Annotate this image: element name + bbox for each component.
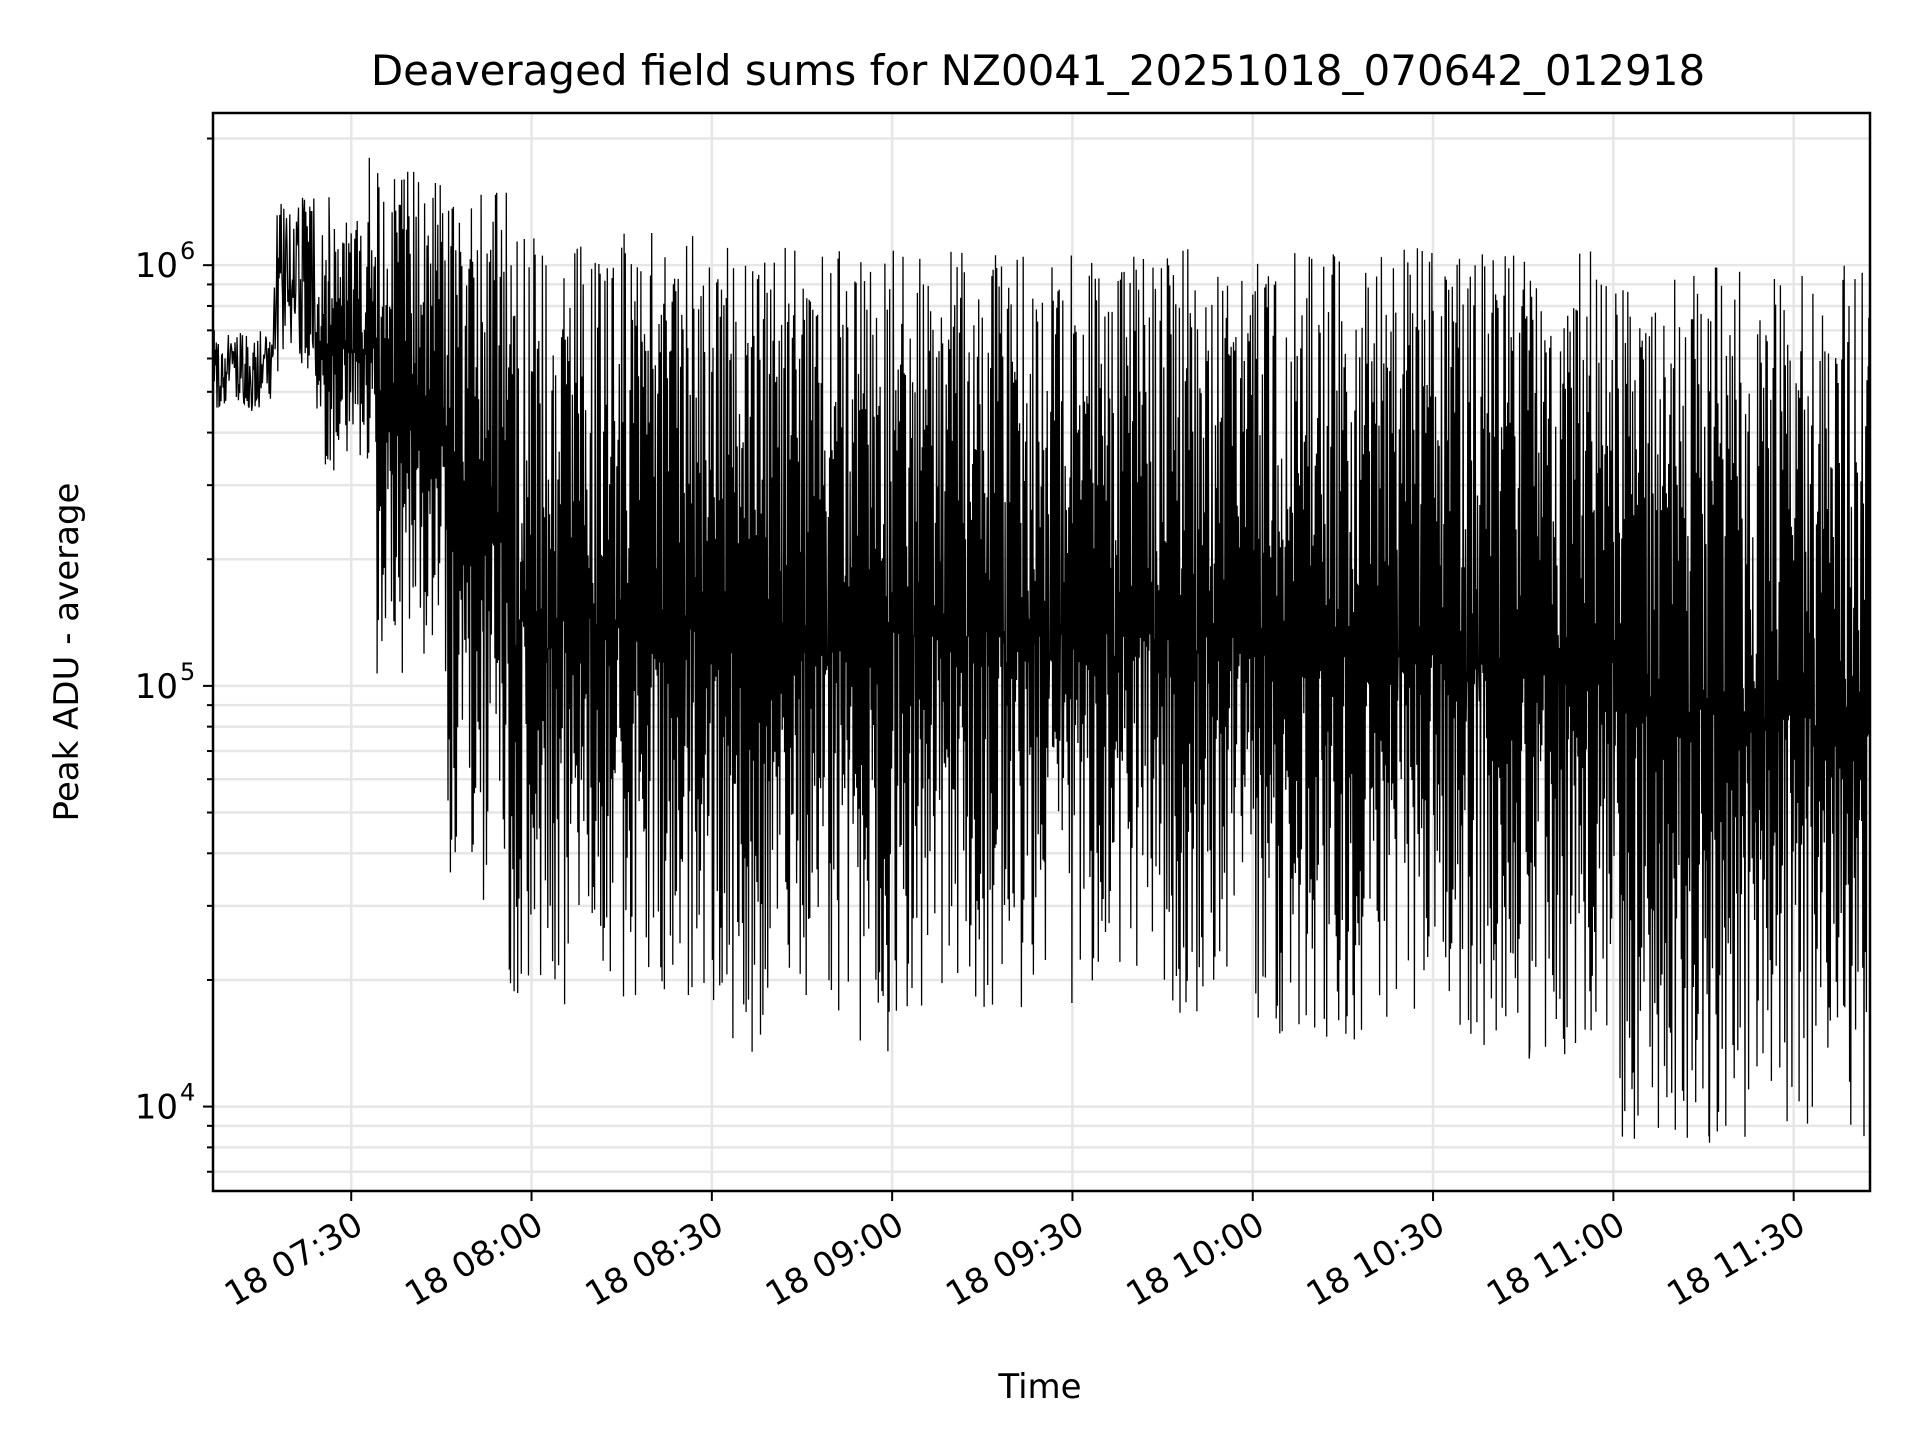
y-tick-base: 10 xyxy=(135,1088,178,1128)
y-tick-label: 10 6 xyxy=(135,237,196,286)
y-tick-label: 10 5 xyxy=(135,658,196,707)
series-line xyxy=(213,157,1870,1143)
x-axis-label: Time xyxy=(997,1367,1081,1407)
y-tick-exponent: 5 xyxy=(180,658,195,686)
y-tick-base: 10 xyxy=(135,667,178,707)
y-tick-base: 10 xyxy=(135,246,178,286)
plot-frame xyxy=(211,111,1872,1193)
y-axis-label: Peak ADU - average xyxy=(47,483,87,822)
y-tick-exponent: 6 xyxy=(180,237,195,265)
chart-title: Deaveraged field sums for NZ0041_2025101… xyxy=(371,46,1705,95)
y-tick-label: 10 4 xyxy=(135,1079,196,1128)
y-tick-exponent: 4 xyxy=(180,1079,195,1107)
series-layer xyxy=(213,157,1870,1143)
